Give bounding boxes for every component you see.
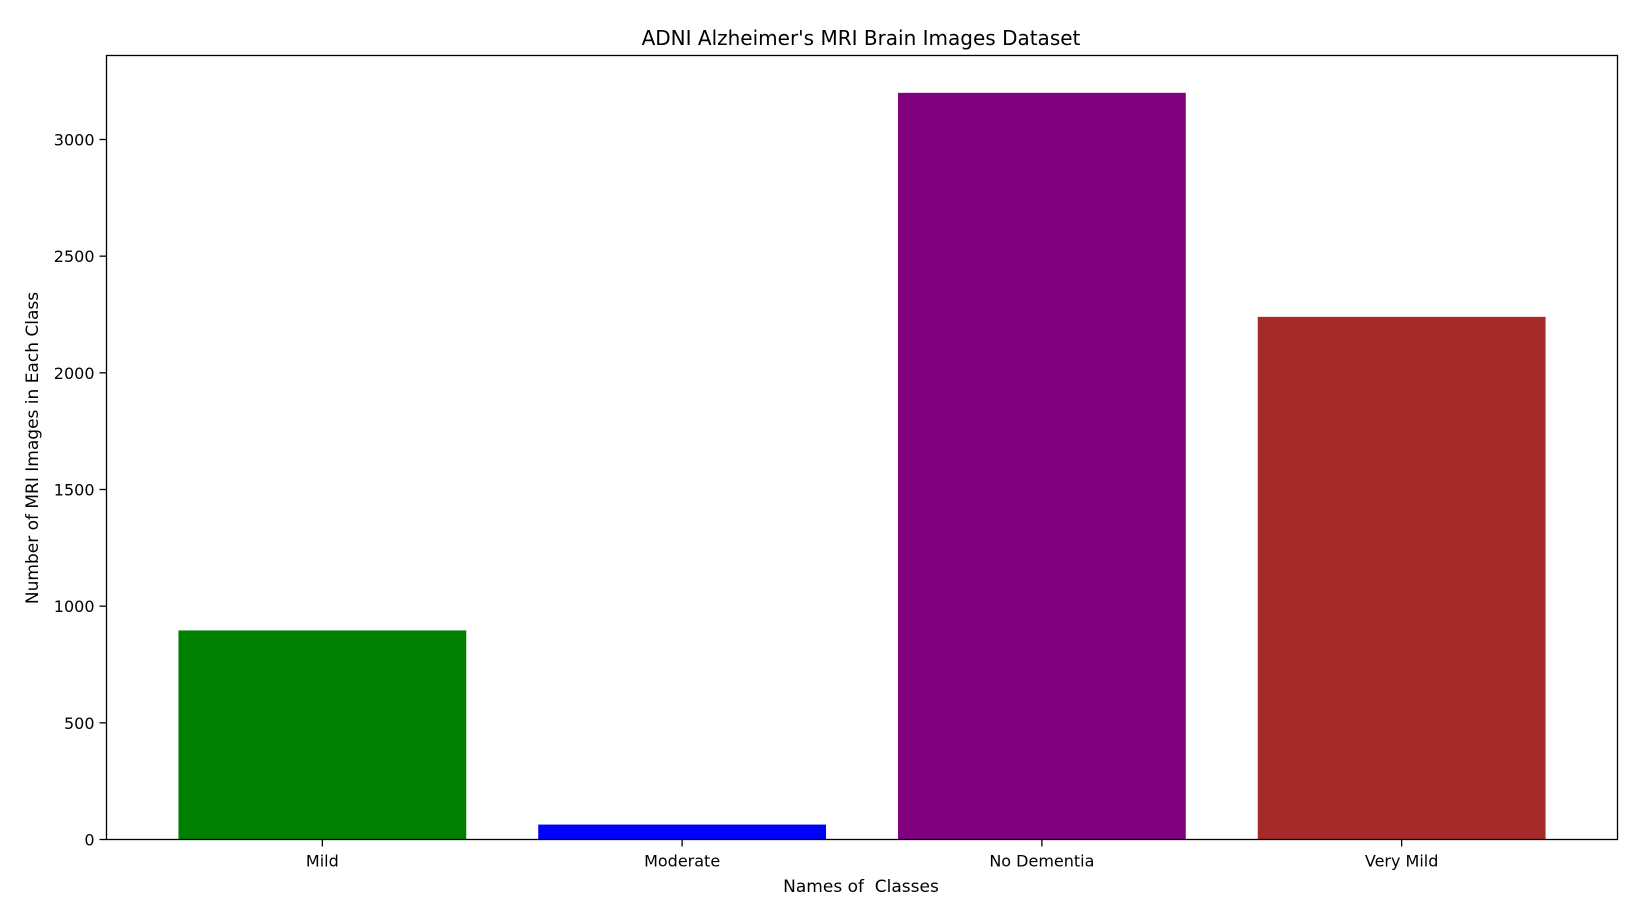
y-tick-label: 0 [84, 831, 94, 850]
y-tick-label: 1500 [54, 481, 95, 500]
x-tick-label: No Dementia [989, 852, 1094, 871]
bars-layer [178, 92, 1546, 840]
y-tick-label: 1000 [54, 597, 95, 616]
bar-no-dementia [897, 92, 1186, 840]
y-axis-label: Number of MRI Images in Each Class [23, 292, 43, 604]
bar-very-mild [1257, 316, 1546, 840]
x-axis: Mild Moderate No Dementia Very Mild [306, 839, 1439, 871]
y-tick-label: 2500 [54, 247, 95, 266]
y-tick-label: 2000 [54, 364, 95, 383]
x-tick-label: Moderate [644, 852, 720, 871]
chart-title: ADNI Alzheimer's MRI Brain Images Datase… [642, 26, 1081, 50]
bar-moderate [538, 824, 827, 840]
y-tick-label: 500 [64, 714, 95, 733]
y-axis: 0 500 1000 1500 2000 2500 3000 [54, 131, 107, 850]
x-tick-label: Mild [306, 852, 339, 871]
plot-frame [105, 54, 1619, 841]
x-tick-label: Very Mild [1365, 852, 1439, 871]
x-axis-label: Names of Classes [783, 877, 939, 897]
y-tick-label: 3000 [54, 131, 95, 150]
bar-mild [178, 630, 467, 840]
